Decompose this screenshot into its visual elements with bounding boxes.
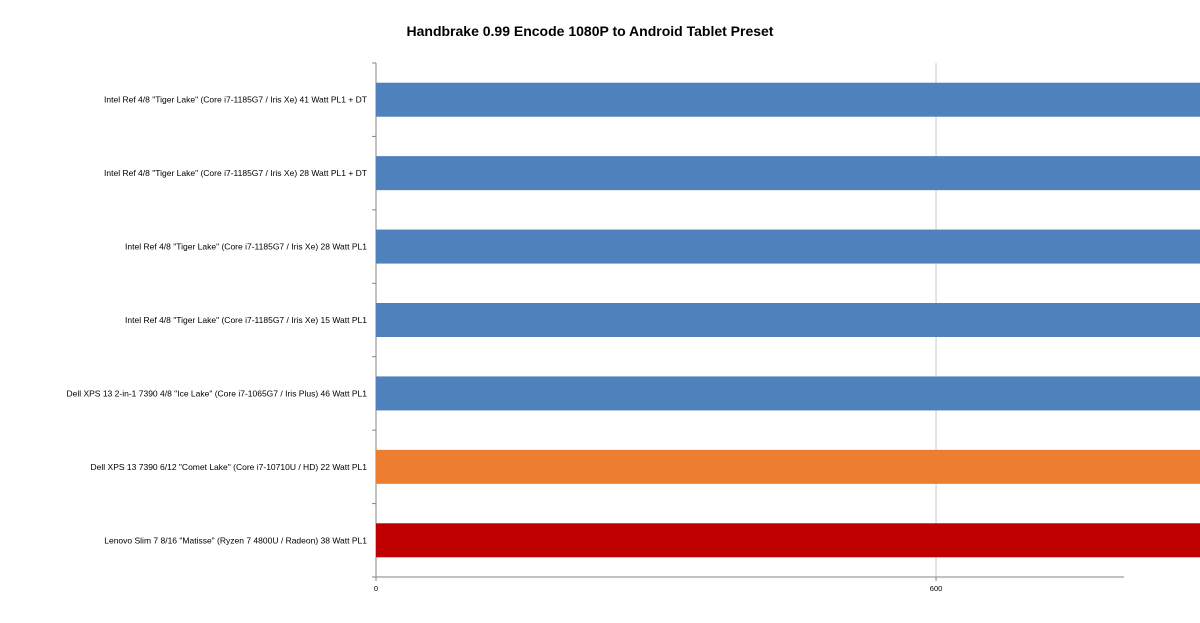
category-label: Dell XPS 13 2-in-1 7390 4/8 "Ice Lake" (…	[66, 388, 367, 398]
bars	[376, 82, 1200, 558]
bar	[376, 229, 1200, 264]
bar	[376, 156, 1200, 191]
bar	[376, 303, 1200, 337]
category-label: Intel Ref 4/8 "Tiger Lake" (Core i7-1185…	[104, 95, 367, 105]
category-label: Dell XPS 13 7390 6/12 "Comet Lake" (Core…	[91, 462, 368, 472]
category-label: Intel Ref 4/8 "Tiger Lake" (Core i7-1185…	[125, 315, 367, 325]
x-tick-label: 0	[374, 584, 378, 593]
bar	[376, 523, 1200, 558]
category-label: Intel Ref 4/8 "Tiger Lake" (Core i7-1185…	[125, 242, 367, 252]
bar	[376, 82, 1200, 117]
bar	[376, 449, 1200, 484]
x-tick-label: 600	[930, 584, 943, 593]
category-label: Intel Ref 4/8 "Tiger Lake" (Core i7-1185…	[104, 168, 367, 178]
labels: 06001,2001,8002,4003,0003,6002,268Intel …	[66, 95, 943, 593]
bar	[376, 376, 1200, 411]
category-label: Lenovo Slim 7 8/16 "Matisse" (Ryzen 7 48…	[104, 535, 367, 545]
chart-title: Handbrake 0.99 Encode 1080P to Android T…	[407, 23, 774, 39]
